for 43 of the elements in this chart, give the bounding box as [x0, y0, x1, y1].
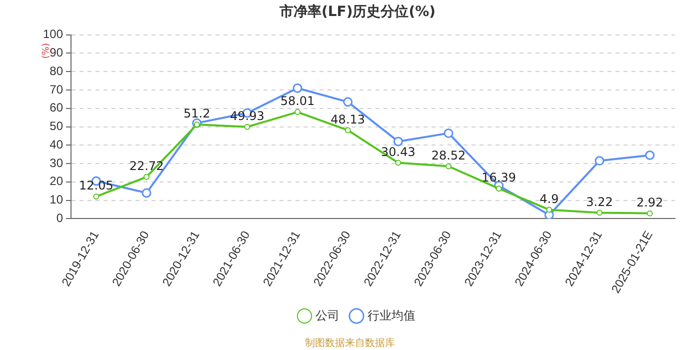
y-tick-label: 100 — [42, 27, 64, 42]
point — [393, 136, 403, 146]
point — [546, 206, 552, 213]
y-tick-label: 60 — [50, 100, 64, 115]
point — [646, 210, 653, 216]
data-label: 4.9 — [540, 192, 559, 206]
data-label: 48.13 — [330, 112, 366, 126]
legend-label: 行业均值 — [368, 308, 416, 322]
y-tick-label: 0 — [56, 211, 64, 226]
data-label: 3.22 — [586, 194, 613, 209]
text: 制图数据来自数据库 — [304, 336, 396, 350]
point — [395, 160, 402, 166]
y-tick-label: 20 — [50, 174, 64, 188]
point — [244, 124, 250, 130]
point — [142, 188, 152, 198]
y-tick-label: 90 — [50, 46, 64, 60]
y-tick-label: 30 — [50, 156, 64, 170]
point — [496, 186, 502, 192]
point — [144, 174, 150, 180]
data-label: 28.52 — [431, 148, 466, 162]
data-label: 51.2 — [183, 106, 210, 121]
chart-title: 市净率(LF)历史分位(%) — [278, 3, 436, 20]
point — [93, 194, 100, 200]
y-tick-label: 70 — [50, 82, 64, 96]
point — [294, 109, 301, 116]
point — [292, 83, 302, 93]
point — [446, 163, 452, 170]
y-tick-label: 80 — [50, 64, 64, 78]
point — [645, 150, 655, 160]
point — [594, 156, 604, 166]
data-label: 30.43 — [380, 144, 416, 159]
point — [343, 97, 353, 107]
point — [444, 128, 454, 138]
legend-label: 公司 — [316, 308, 340, 322]
y-tick-label: 40 — [50, 137, 64, 152]
point — [596, 210, 603, 216]
data-label: 2.92 — [636, 195, 664, 210]
point — [344, 127, 351, 134]
y-axis-title: (%) — [41, 43, 52, 59]
y-tick-label: 10 — [50, 192, 64, 207]
y-tick-label: 50 — [50, 119, 64, 134]
data-label: 58.01 — [280, 94, 315, 108]
point — [544, 210, 554, 219]
